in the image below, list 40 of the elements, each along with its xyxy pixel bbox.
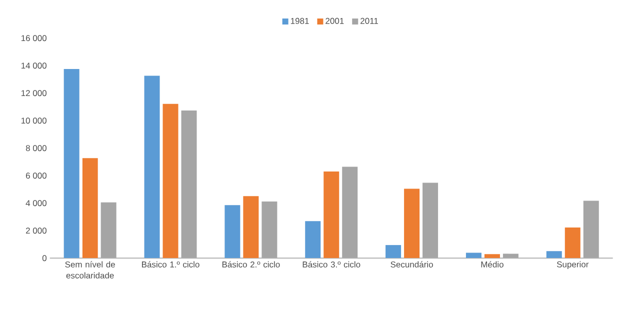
bar: [484, 254, 500, 258]
y-tick-label: 4 000: [26, 200, 46, 206]
bar: [243, 196, 259, 258]
bar: [324, 171, 340, 258]
bar: [100, 202, 116, 258]
y-tick-label: 0: [42, 255, 47, 262]
bar: [564, 227, 580, 258]
bar: [422, 182, 438, 258]
y-tick-label: 6 000: [26, 172, 46, 179]
x-tick-label: Sem nível de escolaridade: [65, 261, 115, 278]
x-tick-label: Superior: [556, 261, 589, 270]
bar: [466, 252, 482, 258]
y-tick-label: 10 000: [21, 118, 46, 124]
bar: [181, 110, 197, 258]
legend-label: 2011: [360, 18, 378, 24]
bar: [224, 205, 240, 258]
bar: [386, 245, 402, 258]
bar: [342, 166, 358, 258]
y-tick-label: 14 000: [21, 62, 46, 69]
bar: [583, 200, 599, 258]
bar: [162, 104, 178, 258]
bar: [82, 158, 98, 258]
x-tick-label: Básico 3.º ciclo: [302, 261, 360, 268]
x-tick-label: Básico 1.º ciclo: [142, 261, 200, 268]
bar: [305, 221, 321, 258]
x-tick-label: Médio: [481, 261, 504, 268]
bar: [502, 254, 518, 258]
bar: [262, 201, 278, 258]
y-tick-label: 12 000: [21, 90, 46, 96]
x-tick-label: Secundário: [390, 261, 433, 268]
legend-label: 2001: [326, 18, 344, 24]
x-tick-label: Básico 2.º ciclo: [222, 261, 280, 268]
y-tick-label: 2 000: [26, 228, 46, 234]
y-tick-label: 8 000: [26, 145, 46, 152]
y-tick-label: 16 000: [21, 35, 46, 42]
bar: [546, 251, 562, 258]
legend-label: 1981: [290, 18, 309, 24]
bar: [404, 188, 420, 258]
bar: [144, 76, 160, 258]
bar: [64, 69, 80, 258]
